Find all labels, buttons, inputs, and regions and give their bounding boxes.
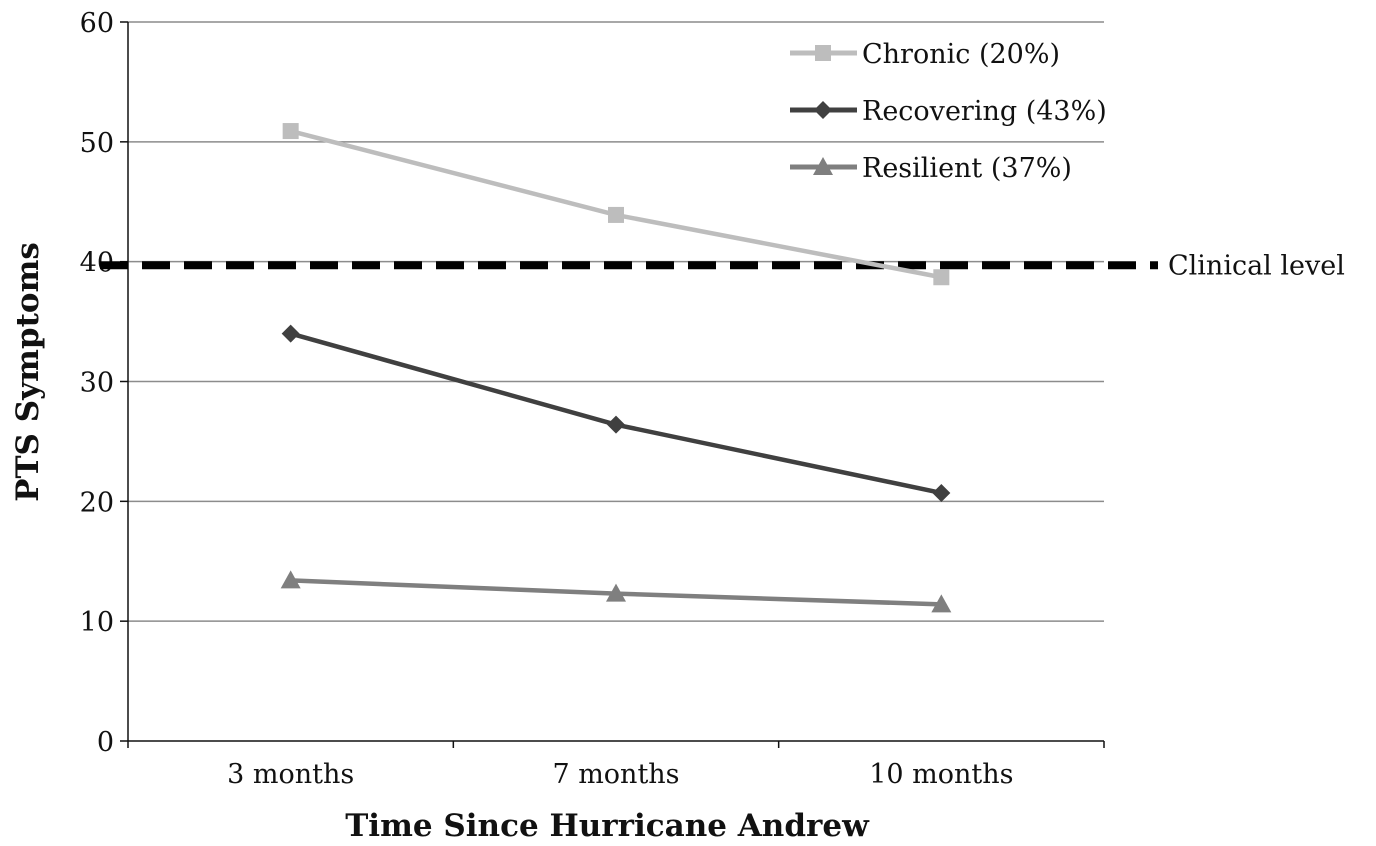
series-line-1 xyxy=(290,128,942,280)
legend-label-3: Resilient (37%) xyxy=(862,153,1072,184)
series-2-point-3 xyxy=(932,483,951,502)
series-1-point-2 xyxy=(608,206,624,223)
y-tick-label-60: 60 xyxy=(80,8,114,39)
x-tick-label-3: 10 months xyxy=(869,759,1013,790)
series-3-point-1 xyxy=(280,570,301,589)
y-axis-title: PTS Symptoms xyxy=(10,242,46,502)
legend-marker-1 xyxy=(815,45,831,61)
legend-marker-3 xyxy=(813,157,833,175)
legend-label-1: Chronic (20%) xyxy=(862,39,1060,70)
x-axis-title: Time Since Hurricane Andrew xyxy=(345,808,870,844)
y-tick-label-10: 10 xyxy=(80,607,114,638)
series-line-2 xyxy=(290,331,942,496)
y-tick-label-20: 20 xyxy=(80,487,114,518)
y-tick-label-30: 30 xyxy=(80,368,114,399)
series-3 xyxy=(280,570,952,613)
y-tick-label-0: 0 xyxy=(97,727,114,758)
series-3-point-3 xyxy=(931,594,952,613)
series-3-point-2 xyxy=(606,583,626,602)
clinical-level-label: Clinical level xyxy=(1168,250,1345,281)
legend-entry-2: Recovering (43%) xyxy=(790,96,1107,127)
series-1 xyxy=(282,123,950,286)
series-2 xyxy=(281,324,951,502)
x-tick-label-2: 7 months xyxy=(552,759,679,790)
series-1-point-1 xyxy=(282,123,299,140)
legend: Chronic (20%) Recovering (43%) Resilient (… xyxy=(790,39,1107,184)
clinical-level-line-group: Clinical level xyxy=(100,250,1345,281)
legend-marker-2 xyxy=(814,101,832,119)
x-tick-label-1: 3 months xyxy=(227,759,354,790)
legend-label-2: Recovering (43%) xyxy=(862,96,1107,127)
legend-entry-1: Chronic (20%) xyxy=(790,39,1060,70)
series-2-point-2 xyxy=(607,415,625,434)
x-axis-ticks: 3 months 7 months 10 months xyxy=(127,741,1105,790)
series-2-point-1 xyxy=(281,324,300,343)
series-group xyxy=(280,123,952,613)
series-1-point-3 xyxy=(933,269,950,286)
legend-entry-3: Resilient (37%) xyxy=(790,153,1072,184)
y-tick-label-50: 50 xyxy=(80,128,114,159)
